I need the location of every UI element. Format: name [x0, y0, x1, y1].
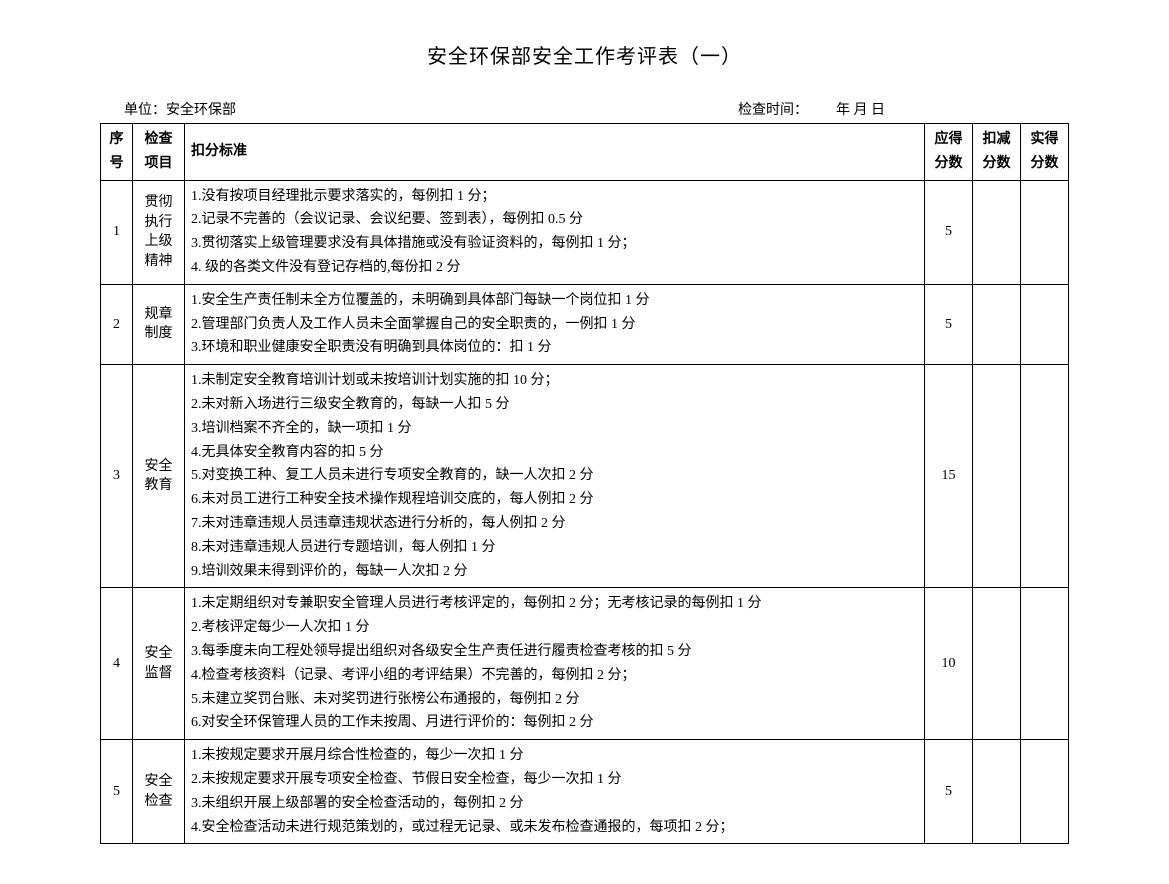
cell-item: 规章制度: [133, 284, 185, 364]
criteria-item: 3.贯彻落实上级管理要求没有具体措施或没有验证资料的，每例扣 1 分；: [191, 232, 918, 256]
cell-score: 5: [925, 284, 973, 364]
col-header-seq: 序号: [101, 124, 133, 181]
table-row: 3安全教育1.未制定安全教育培训计划或未按培训计划实施的扣 10 分；2.未对新…: [101, 365, 1069, 588]
unit-label: 单位：: [124, 103, 166, 118]
header-info: 单位：安全环保部 检查时间： 年 月 日: [100, 99, 1069, 119]
criteria-item: 9.培训效果未得到评价的，每缺一人次扣 2 分: [191, 560, 918, 584]
col-header-item: 检查项目: [133, 124, 185, 181]
cell-criteria: 1.没有按项目经理批示要求落实的，每例扣 1 分；2.记录不完善的（会议记录、会…: [185, 180, 925, 284]
criteria-item: 4.安全检查活动未进行规范策划的，或过程无记录、或未发布检查通报的，每项扣 2 …: [191, 816, 918, 840]
col-header-actual: 实得分数: [1021, 124, 1069, 181]
cell-actual: [1021, 740, 1069, 844]
date-value: 年 月 日: [836, 103, 885, 118]
cell-criteria: 1.安全生产责任制未全方位覆盖的，未明确到具体部门每缺一个岗位扣 1 分2.管理…: [185, 284, 925, 364]
criteria-item: 6.未对员工进行工种安全技术操作规程培训交底的，每人例扣 2 分: [191, 488, 918, 512]
criteria-item: 7.未对违章违规人员违章违规状态进行分析的，每人例扣 2 分: [191, 512, 918, 536]
criteria-item: 1.没有按项目经理批示要求落实的，每例扣 1 分；: [191, 185, 918, 209]
cell-criteria: 1.未按规定要求开展月综合性检查的，每少一次扣 1 分2.未按规定要求开展专项安…: [185, 740, 925, 844]
criteria-item: 1.未定期组织对专兼职安全管理人员进行考核评定的，每例扣 2 分；无考核记录的每…: [191, 592, 918, 616]
col-header-deduct: 扣减分数: [973, 124, 1021, 181]
criteria-item: 1.未制定安全教育培训计划或未按培训计划实施的扣 10 分；: [191, 369, 918, 393]
cell-criteria: 1.未制定安全教育培训计划或未按培训计划实施的扣 10 分；2.未对新入场进行三…: [185, 365, 925, 588]
cell-score: 10: [925, 588, 973, 740]
cell-seq: 1: [101, 180, 133, 284]
cell-actual: [1021, 284, 1069, 364]
cell-score: 5: [925, 180, 973, 284]
criteria-item: 8.未对违章违规人员进行专题培训，每人例扣 1 分: [191, 536, 918, 560]
criteria-item: 4.检查考核资料（记录、考评小组的考评结果）不完善的，每例扣 2 分；: [191, 664, 918, 688]
cell-deduct: [973, 740, 1021, 844]
cell-criteria: 1.未定期组织对专兼职安全管理人员进行考核评定的，每例扣 2 分；无考核记录的每…: [185, 588, 925, 740]
unit-info: 单位：安全环保部: [124, 99, 236, 119]
cell-item: 安全教育: [133, 365, 185, 588]
criteria-item: 2.记录不完善的（会议记录、会议纪要、签到表），每例扣 0.5 分: [191, 208, 918, 232]
cell-actual: [1021, 588, 1069, 740]
cell-deduct: [973, 180, 1021, 284]
table-header-row: 序号 检查项目 扣分标准 应得分数 扣减分数 实得分数: [101, 124, 1069, 181]
cell-item: 贯彻执行上级精神: [133, 180, 185, 284]
cell-seq: 2: [101, 284, 133, 364]
table-row: 1贯彻执行上级精神1.没有按项目经理批示要求落实的，每例扣 1 分；2.记录不完…: [101, 180, 1069, 284]
unit-value: 安全环保部: [166, 103, 236, 118]
cell-seq: 3: [101, 365, 133, 588]
cell-actual: [1021, 365, 1069, 588]
date-label: 检查时间：: [738, 103, 808, 118]
date-info: 检查时间： 年 月 日: [738, 99, 885, 119]
cell-actual: [1021, 180, 1069, 284]
criteria-item: 3.每季度未向工程处领导提出组织对各级安全生产责任进行履责检查考核的扣 5 分: [191, 640, 918, 664]
table-row: 2规章制度1.安全生产责任制未全方位覆盖的，未明确到具体部门每缺一个岗位扣 1 …: [101, 284, 1069, 364]
cell-seq: 4: [101, 588, 133, 740]
cell-score: 15: [925, 365, 973, 588]
cell-score: 5: [925, 740, 973, 844]
criteria-item: 2.未对新入场进行三级安全教育的，每缺一人扣 5 分: [191, 393, 918, 417]
criteria-item: 4.无具体安全教育内容的扣 5 分: [191, 441, 918, 465]
criteria-item: 2.未按规定要求开展专项安全检查、节假日安全检查，每少一次扣 1 分: [191, 768, 918, 792]
page-title: 安全环保部安全工作考评表（一）: [100, 40, 1069, 69]
criteria-item: 6.对安全环保管理人员的工作未按周、月进行评价的：每例扣 2 分: [191, 711, 918, 735]
criteria-item: 1.安全生产责任制未全方位覆盖的，未明确到具体部门每缺一个岗位扣 1 分: [191, 289, 918, 313]
cell-seq: 5: [101, 740, 133, 844]
criteria-item: 4. 级的各类文件没有登记存档的,每份扣 2 分: [191, 256, 918, 280]
cell-deduct: [973, 284, 1021, 364]
criteria-item: 3.环境和职业健康安全职责没有明确到具体岗位的：扣 1 分: [191, 336, 918, 360]
criteria-item: 2.考核评定每少一人次扣 1 分: [191, 616, 918, 640]
cell-deduct: [973, 588, 1021, 740]
criteria-item: 3.未组织开展上级部署的安全检查活动的，每例扣 2 分: [191, 792, 918, 816]
evaluation-table: 序号 检查项目 扣分标准 应得分数 扣减分数 实得分数 1贯彻执行上级精神1.没…: [100, 123, 1069, 844]
criteria-item: 2.管理部门负责人及工作人员未全面掌握自己的安全职责的，一例扣 1 分: [191, 313, 918, 337]
criteria-item: 1.未按规定要求开展月综合性检查的，每少一次扣 1 分: [191, 744, 918, 768]
table-row: 5安全检查1.未按规定要求开展月综合性检查的，每少一次扣 1 分2.未按规定要求…: [101, 740, 1069, 844]
table-row: 4安全 监督1.未定期组织对专兼职安全管理人员进行考核评定的，每例扣 2 分；无…: [101, 588, 1069, 740]
cell-item: 安全检查: [133, 740, 185, 844]
criteria-item: 5.对变换工种、复工人员未进行专项安全教育的，缺一人次扣 2 分: [191, 464, 918, 488]
col-header-score: 应得分数: [925, 124, 973, 181]
criteria-item: 3.培训档案不齐全的，缺一项扣 1 分: [191, 417, 918, 441]
col-header-criteria: 扣分标准: [185, 124, 925, 181]
criteria-item: 5.未建立奖罚台账、未对奖罚进行张榜公布通报的，每例扣 2 分: [191, 688, 918, 712]
cell-item: 安全 监督: [133, 588, 185, 740]
cell-deduct: [973, 365, 1021, 588]
